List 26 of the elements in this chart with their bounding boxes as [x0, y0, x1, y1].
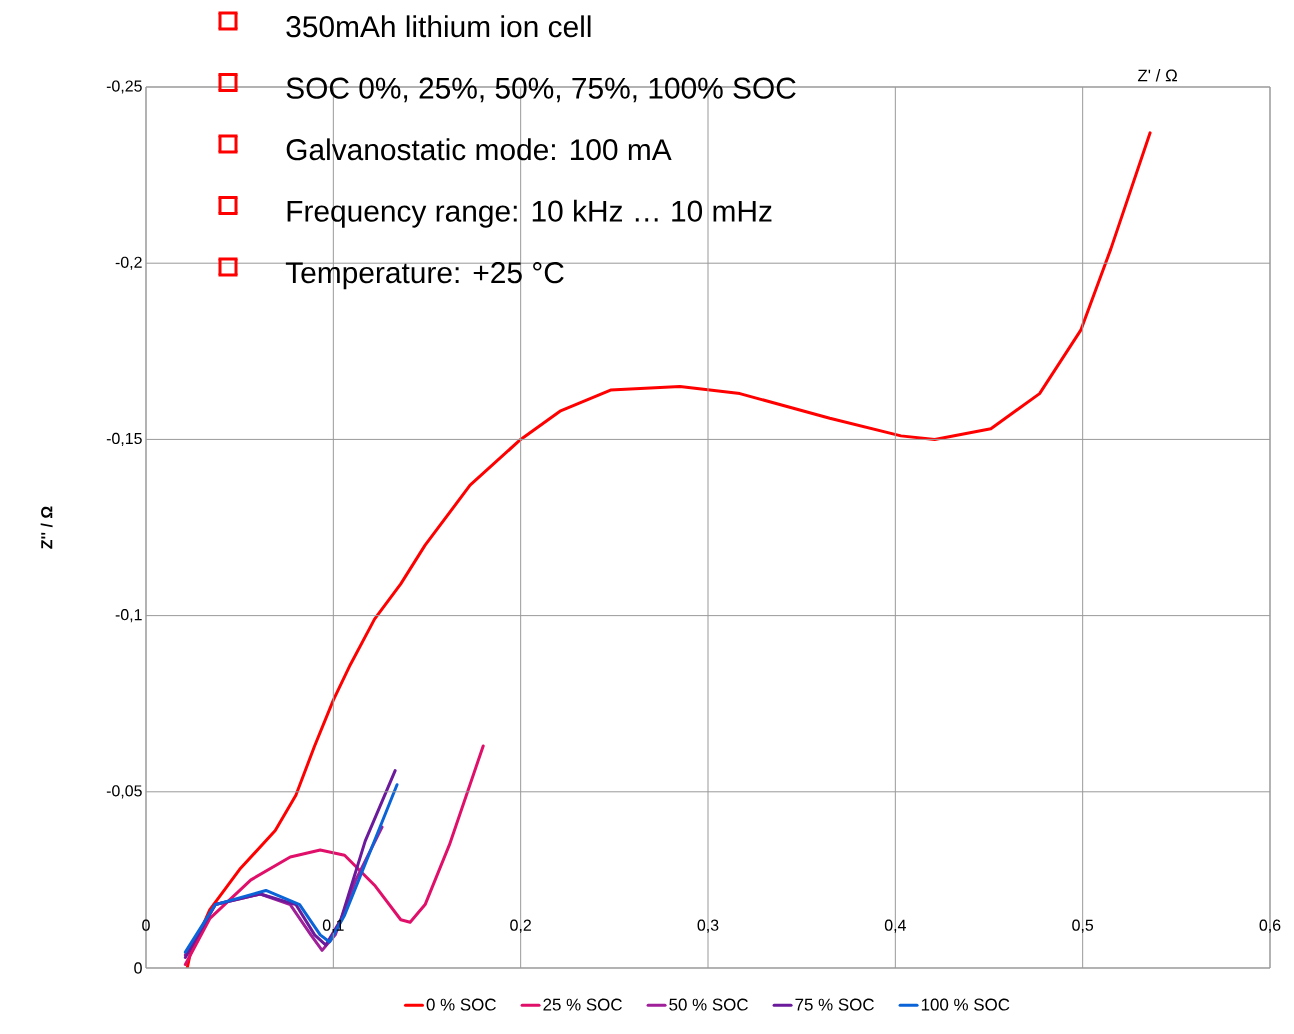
- legend-label: 50 % SOC: [669, 998, 748, 1011]
- legend-label: 25 % SOC: [543, 998, 622, 1011]
- x-tick-label: 0,3: [697, 919, 719, 933]
- x-tick-label: 0,5: [1072, 919, 1094, 933]
- legend-label: 75 % SOC: [795, 998, 874, 1011]
- x-tick-label: 0,2: [510, 919, 531, 933]
- y-tick-label: -0,1: [115, 609, 142, 623]
- annotation: Galvanostatic mode: 100 mA: [286, 138, 672, 161]
- line-series: [185, 131, 1152, 969]
- y-tick-label: -0,25: [106, 80, 142, 94]
- annotation: SOC 0%, 25%, 50%, 75%, 100% SOC: [286, 77, 796, 103]
- x-tick-label: 0: [142, 919, 150, 931]
- legend-label: 0 % SOC: [426, 998, 496, 1011]
- annotation: Temperature: +25 °C: [285, 262, 564, 290]
- y-tick-label: 0: [134, 962, 142, 974]
- y-axis-title: Z'' / Ω: [40, 506, 53, 549]
- x-tick-label: 0,6: [1259, 919, 1281, 933]
- x-tick-label: 0,4: [884, 919, 906, 933]
- annotation: Frequency range: 10 kHz … 10 mHz: [287, 199, 772, 228]
- y-tick-label: -0,2: [115, 256, 142, 270]
- line-series: [183, 744, 485, 966]
- y-tick-label: -0,05: [106, 785, 142, 799]
- x-axis-title: Z' / Ω: [1137, 69, 1178, 82]
- text: 350mAh lithium ion cell: [286, 15, 591, 38]
- legend-label: 100 % SOC: [921, 998, 1010, 1011]
- y-tick-label: -0,15: [106, 432, 142, 446]
